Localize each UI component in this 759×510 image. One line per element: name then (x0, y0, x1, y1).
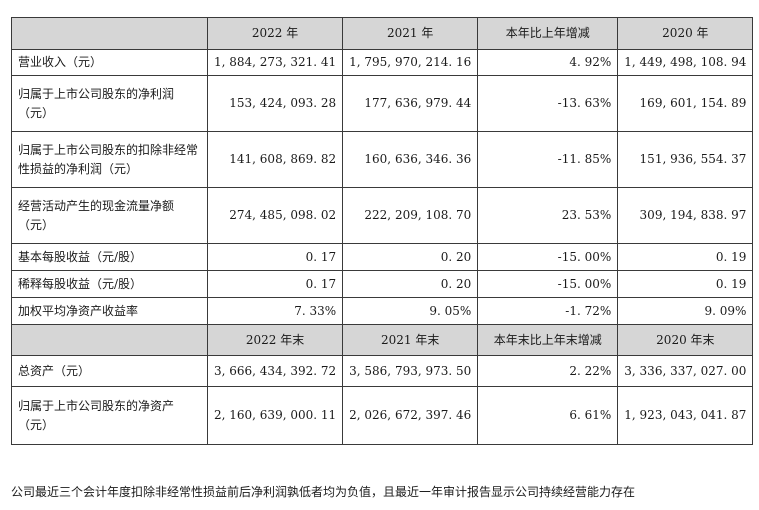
table-row: 总资产（元） 3, 666, 434, 392. 72 3, 586, 793,… (11, 355, 754, 387)
table-cell: 23. 53% (477, 187, 619, 244)
header-cell: 2022 年 (206, 17, 344, 50)
row-label: 稀释每股收益（元/股） (11, 270, 208, 298)
header-cell: 2021 年 (342, 17, 479, 50)
table-cell: 0. 19 (617, 270, 754, 298)
table-cell: 222, 209, 108. 70 (342, 187, 479, 244)
table-cell: 0. 17 (206, 243, 344, 271)
header-blank-cell (11, 17, 208, 50)
table-cell: 141, 608, 869. 82 (206, 131, 344, 188)
table-cell: 4. 92% (477, 49, 619, 76)
financial-data-table: 2022 年 2021 年 本年比上年增减 2020 年 营业收入（元） 1, … (11, 17, 754, 445)
table-cell: 274, 485, 098. 02 (206, 187, 344, 244)
table-row: 归属于上市公司股东的净利润（元） 153, 424, 093. 28 177, … (11, 75, 754, 132)
row-label: 加权平均净资产收益率 (11, 297, 208, 325)
table-row: 经营活动产生的现金流量净额（元） 274, 485, 098. 02 222, … (11, 187, 754, 244)
table-cell: 9. 05% (342, 297, 479, 325)
table-header-row: 2022 年末 2021 年末 本年末比上年末增减 2020 年末 (11, 324, 754, 356)
table-cell: 151, 936, 554. 37 (617, 131, 754, 188)
header-cell: 本年末比上年末增减 (477, 324, 619, 356)
header-cell: 2022 年末 (206, 324, 344, 356)
table-cell: 0. 19 (617, 243, 754, 271)
table-cell: 3, 666, 434, 392. 72 (206, 355, 344, 387)
header-cell: 本年比上年增减 (477, 17, 619, 50)
table-cell: -15. 00% (477, 270, 619, 298)
table-cell: 160, 636, 346. 36 (342, 131, 479, 188)
header-cell: 2021 年末 (342, 324, 479, 356)
row-label: 归属于上市公司股东的净资产（元） (11, 386, 208, 445)
table-cell: -13. 63% (477, 75, 619, 132)
row-label: 经营活动产生的现金流量净额（元） (11, 187, 208, 244)
table-cell: 6. 61% (477, 386, 619, 445)
table-cell: 3, 336, 337, 027. 00 (617, 355, 754, 387)
table-row: 稀释每股收益（元/股） 0. 17 0. 20 -15. 00% 0. 19 (11, 270, 754, 298)
table-cell: -11. 85% (477, 131, 619, 188)
table-cell: 2, 026, 672, 397. 46 (342, 386, 479, 445)
row-label: 总资产（元） (11, 355, 208, 387)
table-cell: 2, 160, 639, 000. 11 (206, 386, 344, 445)
table-row: 营业收入（元） 1, 884, 273, 321. 41 1, 795, 970… (11, 49, 754, 76)
table-cell: 1, 884, 273, 321. 41 (206, 49, 344, 76)
table-cell: 1, 795, 970, 214. 16 (342, 49, 479, 76)
table-cell: 153, 424, 093. 28 (206, 75, 344, 132)
table-cell: 0. 20 (342, 270, 479, 298)
table-cell: 169, 601, 154. 89 (617, 75, 754, 132)
table-cell: 9. 09% (617, 297, 754, 325)
table-cell: -1. 72% (477, 297, 619, 325)
table-cell: 177, 636, 979. 44 (342, 75, 479, 132)
footnote-text: 公司最近三个会计年度扣除非经常性损益前后净利润孰低者均为负值，且最近一年审计报告… (11, 485, 636, 499)
table-cell: 2. 22% (477, 355, 619, 387)
table-cell: 0. 17 (206, 270, 344, 298)
table-cell: -15. 00% (477, 243, 619, 271)
table-cell: 0. 20 (342, 243, 479, 271)
row-label: 归属于上市公司股东的扣除非经常性损益的净利润（元） (11, 131, 208, 188)
table-row: 归属于上市公司股东的净资产（元） 2, 160, 639, 000. 11 2,… (11, 386, 754, 445)
table-cell: 7. 33% (206, 297, 344, 325)
table-cell: 1, 923, 043, 041. 87 (617, 386, 754, 445)
table-cell: 309, 194, 838. 97 (617, 187, 754, 244)
table-header-row: 2022 年 2021 年 本年比上年增减 2020 年 (11, 17, 754, 50)
table-cell: 3, 586, 793, 973. 50 (342, 355, 479, 387)
header-cell: 2020 年 (617, 17, 754, 50)
table-row: 加权平均净资产收益率 7. 33% 9. 05% -1. 72% 9. 09% (11, 297, 754, 325)
header-blank-cell (11, 324, 208, 356)
row-label: 营业收入（元） (11, 49, 208, 76)
table-row: 归属于上市公司股东的扣除非经常性损益的净利润（元） 141, 608, 869.… (11, 131, 754, 188)
row-label: 基本每股收益（元/股） (11, 243, 208, 271)
row-label: 归属于上市公司股东的净利润（元） (11, 75, 208, 132)
table-cell: 1, 449, 498, 108. 94 (617, 49, 754, 76)
header-cell: 2020 年末 (617, 324, 754, 356)
table-row: 基本每股收益（元/股） 0. 17 0. 20 -15. 00% 0. 19 (11, 243, 754, 271)
